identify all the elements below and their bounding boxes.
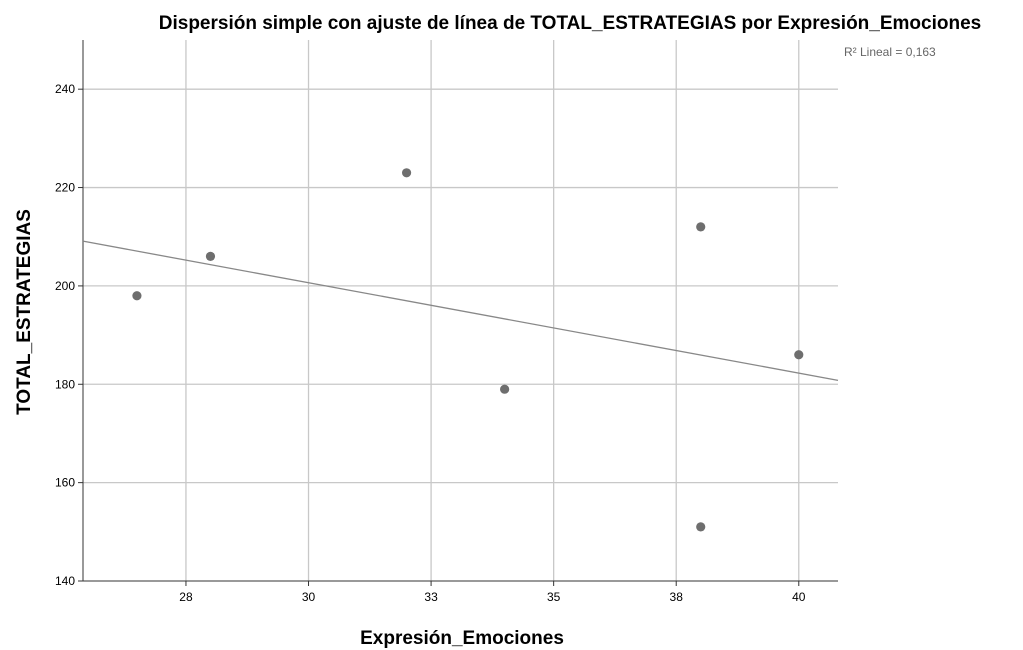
r-squared-annotation: R² Lineal = 0,163	[844, 45, 936, 59]
fit-line	[82, 240, 839, 381]
data-point-5	[696, 522, 706, 532]
x-tick-label-0: 28	[179, 590, 193, 604]
y-tick-label-0: 140	[55, 574, 75, 588]
x-tick-label-3: 35	[547, 590, 561, 604]
axes	[82, 40, 838, 582]
y-tick-label-4: 220	[55, 181, 75, 195]
data-point-3	[500, 384, 510, 394]
data-point-1	[205, 251, 216, 261]
ticks: 28 30 33 35 38 40 140 160 180 200 220 240	[55, 82, 806, 604]
points-layer	[132, 168, 804, 532]
y-axis-label: TOTAL_ESTRATEGIAS	[14, 209, 35, 415]
data-point-6	[794, 350, 804, 360]
grid	[83, 40, 838, 581]
data-point-0	[132, 291, 142, 301]
x-axis-label: Expresión_Emociones	[360, 628, 564, 649]
y-tick-label-2: 180	[55, 377, 75, 391]
y-tick-label-3: 200	[55, 279, 75, 293]
chart-title: Dispersión simple con ajuste de línea de…	[159, 13, 981, 34]
data-point-4	[696, 222, 706, 232]
x-tick-label-5: 40	[792, 590, 806, 604]
x-tick-label-2: 33	[424, 590, 438, 604]
x-tick-label-1: 30	[302, 590, 316, 604]
fit-line-layer	[82, 240, 839, 381]
y-tick-label-1: 160	[55, 476, 75, 490]
data-point-2	[401, 168, 412, 178]
y-tick-label-5: 240	[55, 82, 75, 96]
x-tick-label-4: 38	[670, 590, 684, 604]
